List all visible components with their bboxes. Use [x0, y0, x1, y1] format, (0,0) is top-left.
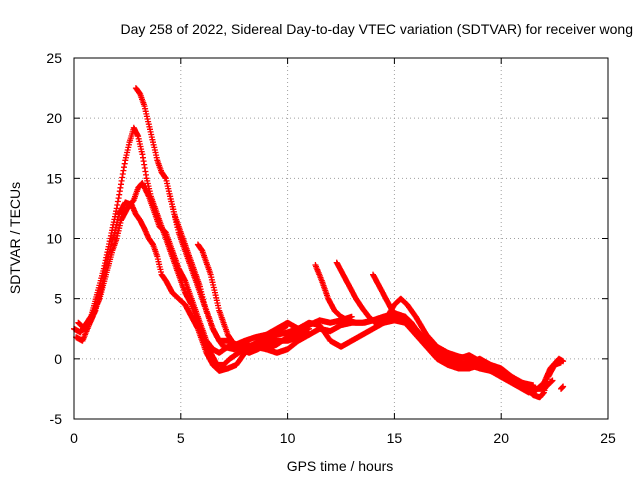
y-tick-label: 0: [54, 351, 62, 367]
series-track-10: [558, 383, 567, 392]
series-markers: [370, 271, 567, 396]
x-tick-label: 5: [177, 430, 185, 446]
x-tick-label: 25: [600, 430, 616, 446]
y-tick-label: 20: [46, 110, 62, 126]
chart-title: Day 258 of 2022, Sidereal Day-to-day VTE…: [120, 21, 633, 37]
series-track-4: [132, 85, 355, 348]
x-tick-label: 10: [280, 430, 296, 446]
y-axis-label: SDTVAR / TECUs: [7, 182, 23, 294]
grid: [74, 58, 608, 419]
x-tick-label: 20: [493, 430, 509, 446]
series-markers: [132, 85, 355, 348]
y-tick-label: 5: [54, 291, 62, 307]
series-markers: [194, 241, 312, 356]
x-tick-label: 15: [387, 430, 403, 446]
series-markers: [333, 259, 556, 392]
data-points: [71, 85, 567, 401]
x-tick-label: 0: [70, 430, 78, 446]
y-tick-label: 25: [46, 50, 62, 66]
series-track-6: [194, 241, 312, 356]
y-tick-label: -5: [50, 411, 63, 427]
y-tick-label: 15: [46, 170, 62, 186]
y-tick-label: 10: [46, 231, 62, 247]
axis-ticks: 0 5 10 15 20 25 -5 0 5 10 15 20 25: [46, 50, 616, 446]
x-axis-label: GPS time / hours: [287, 458, 394, 474]
series-track-9: [370, 271, 567, 396]
series-track-8: [333, 259, 556, 392]
series-markers: [558, 383, 567, 392]
